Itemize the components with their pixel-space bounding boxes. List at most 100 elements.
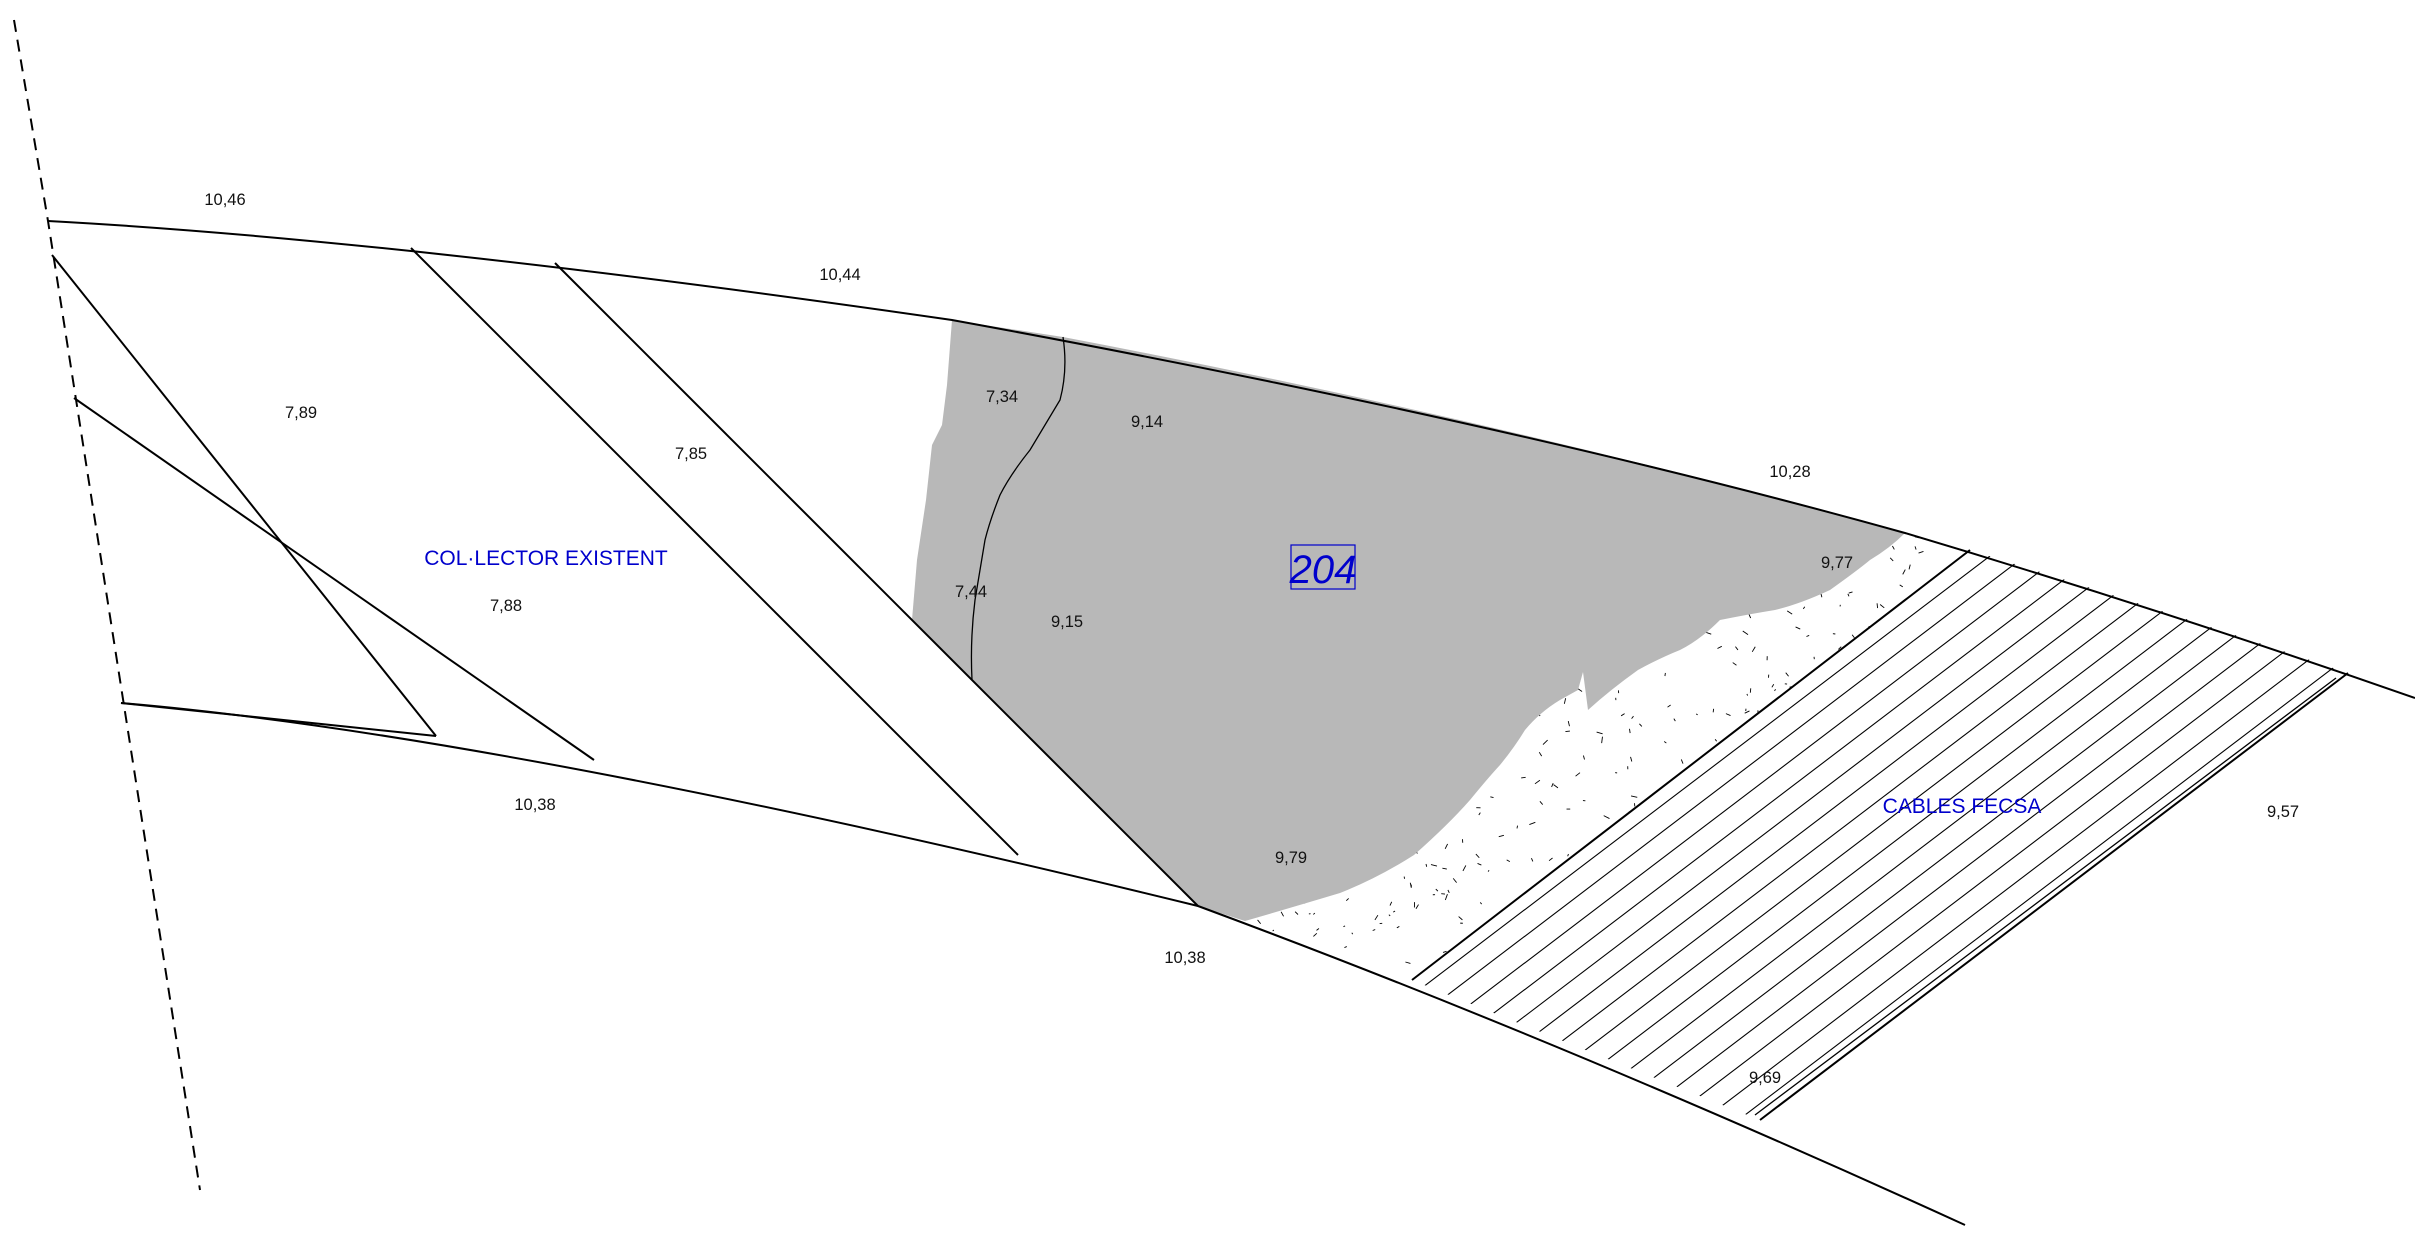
gravel-speck xyxy=(1953,743,1960,747)
gravel-speck xyxy=(1737,923,1740,927)
collector-line-1 xyxy=(51,254,437,737)
gravel-speck xyxy=(1921,726,1925,731)
gravel-speck xyxy=(1680,759,1684,764)
gravel-speck xyxy=(1713,906,1720,910)
gravel-speck xyxy=(1890,848,1896,851)
elevation-label: 9,15 xyxy=(1051,613,1083,631)
gravel-speck xyxy=(1313,932,1318,937)
gravel-speck xyxy=(1931,696,1933,701)
hatch-line xyxy=(1661,614,2348,1120)
hatch-line xyxy=(1587,590,2295,1120)
gravel-speck xyxy=(1777,700,1782,705)
gravel-speck xyxy=(1846,780,1849,782)
gravel-speck xyxy=(1529,821,1536,826)
gravel-speck xyxy=(1479,902,1483,905)
cable-zone-hatch xyxy=(1412,550,2348,1120)
gravel-speck xyxy=(1547,911,1551,914)
gravel-speck xyxy=(1677,989,1683,991)
hatch-line xyxy=(1465,550,2172,1089)
gravel-speck xyxy=(1918,960,1923,965)
elevation-label: 7,89 xyxy=(285,404,317,422)
gravel-speck xyxy=(1429,971,1433,975)
gravel-speck xyxy=(1864,823,1868,827)
road-edge-north xyxy=(47,220,2415,699)
elevation-label: 9,57 xyxy=(2267,803,2299,821)
gravel-speck xyxy=(1919,639,1923,645)
gravel-speck xyxy=(1897,627,1899,634)
cable-zone-edge-east xyxy=(1759,672,2349,1121)
gravel-speck xyxy=(1601,736,1603,744)
gravel-speck xyxy=(1909,762,1912,766)
gravel-speck xyxy=(1430,864,1438,867)
gravel-speck xyxy=(1444,894,1448,901)
gravel-speck xyxy=(1891,826,1896,830)
gravel-speck xyxy=(1582,870,1585,874)
gravel-speck xyxy=(1860,762,1865,769)
gravel-speck xyxy=(1902,569,1906,575)
gravel-speck xyxy=(1934,747,1941,750)
gravel-speck xyxy=(1809,781,1811,784)
gravel-speck xyxy=(1911,925,1914,929)
gravel-speck xyxy=(1879,622,1883,624)
paved-area xyxy=(912,320,1905,921)
gravel-speck xyxy=(1881,977,1884,980)
gravel-speck xyxy=(1786,610,1793,615)
hatch-line xyxy=(1416,550,2123,1073)
gravel-speck xyxy=(1607,918,1610,922)
gravel-speck xyxy=(1620,713,1625,717)
gravel-speck xyxy=(1631,715,1634,719)
gravel-speck xyxy=(1449,968,1452,970)
gravel-speck xyxy=(1954,938,1961,943)
gravel-speck xyxy=(1749,801,1755,805)
gravel-speck xyxy=(1819,742,1825,748)
gravel-speck xyxy=(1802,753,1807,759)
gravel-speck xyxy=(1876,603,1879,609)
gravel-speck xyxy=(1506,859,1511,863)
gravel-speck xyxy=(1415,904,1419,910)
gravel-speck xyxy=(1644,855,1648,859)
gravel-speck xyxy=(1442,950,1447,953)
gravel-speck xyxy=(1706,631,1712,635)
gravel-speck xyxy=(1629,728,1631,734)
gravel-speck xyxy=(1892,849,1896,854)
gravel-speck xyxy=(1948,633,1951,638)
gravel-speck xyxy=(1947,593,1954,598)
gravel-speck xyxy=(1818,786,1822,788)
gravel-speck xyxy=(1668,837,1672,840)
gravel-speck xyxy=(1803,951,1810,954)
elevation-label: 9,14 xyxy=(1131,413,1163,431)
gravel-speck xyxy=(1806,634,1810,637)
gravel-speck xyxy=(1878,697,1883,699)
gravel-speck xyxy=(1721,768,1728,772)
cables-label: CABLES FECSA xyxy=(1883,795,2042,818)
gravel-speck xyxy=(1913,938,1916,941)
gravel-speck xyxy=(1858,823,1864,828)
collector-label: COL·LECTOR EXISTENT xyxy=(424,547,668,570)
gravel-speck xyxy=(1405,961,1411,964)
paved-inner-line xyxy=(970,336,1066,681)
gravel-speck xyxy=(1944,825,1947,829)
connector-line xyxy=(120,702,437,737)
gravel-speck xyxy=(1735,646,1739,651)
elevation-label: 7,85 xyxy=(675,445,707,463)
gravel-speck xyxy=(1444,843,1449,850)
gravel-speck xyxy=(1539,801,1544,805)
gravel-speck xyxy=(1635,926,1637,929)
elevation-label: 9,69 xyxy=(1749,1069,1781,1087)
gravel-speck xyxy=(1567,853,1569,857)
gravel-speck xyxy=(1694,975,1697,979)
gravel-speck xyxy=(1548,857,1553,862)
gravel-speck xyxy=(1785,672,1789,677)
gravel-speck xyxy=(1719,843,1723,850)
gravel-speck xyxy=(1345,898,1349,902)
gravel-speck xyxy=(1918,551,1924,554)
gravel-speck xyxy=(1747,822,1753,827)
gravel-speck xyxy=(1744,710,1750,714)
gravel-speck xyxy=(1925,745,1928,748)
gravel-speck xyxy=(1769,763,1774,769)
hatch-line xyxy=(1440,550,2148,1081)
gravel-speck xyxy=(1924,928,1927,931)
gravel-speck xyxy=(1744,904,1747,907)
elevation-label: 9,77 xyxy=(1821,554,1853,572)
gravel-speck xyxy=(1748,614,1752,619)
